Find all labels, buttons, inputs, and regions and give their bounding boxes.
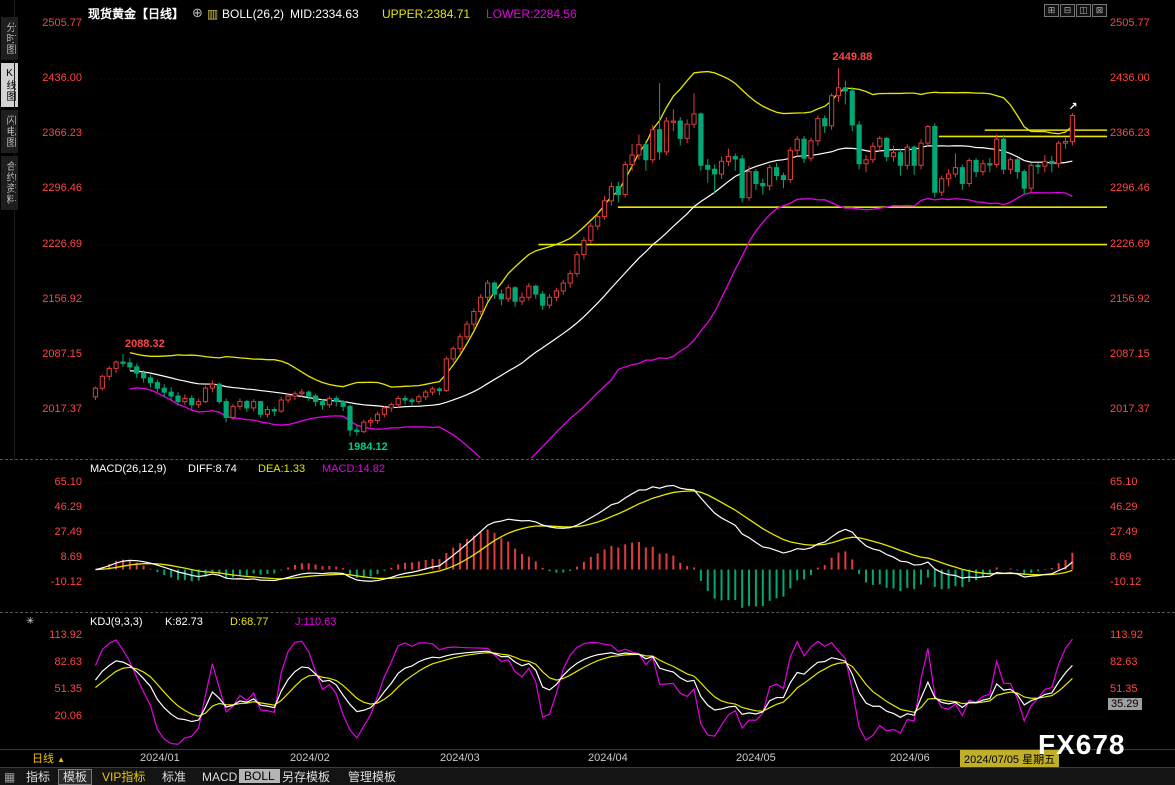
axis-label: 2087.15 <box>1110 347 1150 360</box>
layout-columns-icon[interactable]: ◫ <box>1076 4 1091 17</box>
watermark: FX678 <box>1038 729 1126 760</box>
toolbar-macd-button[interactable]: MACD <box>202 770 238 784</box>
axis-label: 2017.37 <box>42 402 82 415</box>
axis-label: 8.69 <box>60 551 82 563</box>
macd-chart[interactable] <box>88 478 1107 611</box>
layout-close-icon[interactable]: ⊠ <box>1092 4 1107 17</box>
toolbar-standard-button[interactable]: 标准 <box>162 770 187 784</box>
period-selector[interactable]: 日线 ▲ <box>32 753 65 765</box>
axis-label: 46.29 <box>1110 501 1138 513</box>
kdj-j-value: J:110.63 <box>295 616 337 628</box>
low-price-label: 1984.12 <box>348 441 388 454</box>
axis-label: 20.06 <box>54 710 82 722</box>
month-label-mar: 2024/03 <box>440 752 480 764</box>
kdj-chart[interactable] <box>88 632 1107 748</box>
axis-label: 113.92 <box>1110 629 1143 641</box>
period-arrow-icon: ▲ <box>57 755 65 764</box>
macd-title: MACD(26,12,9) <box>90 463 167 475</box>
layout-rows-icon[interactable]: ⊟ <box>1060 4 1075 17</box>
panel-divider-macd <box>0 459 1175 460</box>
toolbar-manage-template-button[interactable]: 管理模板 <box>348 770 397 784</box>
boll-lower-value: LOWER:2284.56 <box>486 7 577 21</box>
kdj-current-value-badge: 35.29 <box>1108 698 1142 710</box>
macd-value: MACD:14.82 <box>322 463 385 475</box>
main-candlestick-chart[interactable] <box>88 28 1107 458</box>
axis-label: 2366.23 <box>1110 127 1150 140</box>
toolbar-template-button[interactable]: 模板 <box>58 769 93 785</box>
axis-label: 113.92 <box>49 629 82 641</box>
panel-divider-kdj <box>0 612 1175 613</box>
layout-quad-icon[interactable]: ⊞ <box>1044 4 1059 17</box>
axis-label: 2156.92 <box>1110 292 1150 305</box>
axis-label: 2226.69 <box>1110 237 1150 250</box>
axis-label: 2436.00 <box>1110 72 1150 85</box>
bottom-toolbar: ▦ 指标 模板 VIP指标 标准 MACD BOLL 另存模板 管理模板 <box>0 767 1175 785</box>
last-price-marker: ↗ <box>1068 101 1078 114</box>
axis-label: 27.49 <box>1110 526 1138 538</box>
axis-label: 2226.69 <box>42 237 82 250</box>
sidebar-item-contract-info[interactable]: 合约资料 <box>1 156 18 210</box>
month-label-apr: 2024/04 <box>588 752 628 764</box>
peak-price-label: 2449.88 <box>832 51 873 64</box>
toolbar-menu-icon[interactable]: ▦ <box>4 770 16 784</box>
axis-label: 82.63 <box>1110 656 1138 668</box>
axis-label: 65.10 <box>1110 476 1138 488</box>
panel-divider-xaxis <box>0 749 1175 750</box>
axis-label: 2505.77 <box>1110 17 1150 29</box>
axis-label: 46.29 <box>54 501 82 513</box>
boll-upper-value: UPPER:2384.71 <box>382 7 471 21</box>
axis-label: 27.49 <box>54 526 82 538</box>
axis-label: 2296.46 <box>1110 182 1150 195</box>
axis-label: 2087.15 <box>42 347 82 360</box>
toolbar-boll-button[interactable]: BOLL <box>239 769 280 783</box>
sidebar-item-lightning-chart[interactable]: 闪电图 <box>1 110 18 153</box>
month-label-may: 2024/05 <box>736 752 776 764</box>
axis-label: 82.63 <box>54 656 82 668</box>
toolbar-vip-indicators-button[interactable]: VIP指标 <box>102 770 146 784</box>
boll-indicator-icon: ▥ <box>207 7 219 21</box>
current-date-badge: 2024/07/05 星期五 <box>960 750 1060 768</box>
boll-param-label: BOLL(26,2) <box>222 7 285 21</box>
kdj-title: KDJ(9,3,3) <box>90 616 143 628</box>
axis-label: 51.35 <box>54 682 82 695</box>
kdj-d-value: D:68.77 <box>230 616 269 628</box>
sidebar-divider <box>14 0 15 460</box>
axis-label: 2017.37 <box>1110 402 1150 415</box>
sidebar-item-candlestick-chart[interactable]: K线图 <box>1 63 18 107</box>
sidebar-item-timeline-chart[interactable]: 分时图 <box>1 17 18 60</box>
chart-mode-sidebar: 分时图 K线图 闪电图 合约资料 <box>0 0 18 460</box>
add-indicator-icon[interactable]: ⊕ <box>192 5 203 20</box>
early-high-price-label: 2088.32 <box>124 337 165 350</box>
macd-diff-value: DIFF:8.74 <box>188 463 237 475</box>
axis-label: 2296.46 <box>42 182 82 195</box>
month-label-jun: 2024/06 <box>890 752 930 764</box>
month-label-feb: 2024/02 <box>290 752 330 764</box>
kdj-star-icon[interactable]: ✳ <box>26 616 35 627</box>
kdj-k-value: K:82.73 <box>165 616 203 628</box>
axis-label: 8.69 <box>1110 551 1132 563</box>
axis-label: -10.12 <box>50 576 82 588</box>
axis-label: 2505.77 <box>42 17 82 29</box>
toolbar-save-template-button[interactable]: 另存模板 <box>282 770 331 784</box>
axis-label: 65.10 <box>54 476 82 488</box>
axis-label: 2366.23 <box>42 127 82 140</box>
axis-label: 2156.92 <box>42 292 82 305</box>
macd-dea-value: DEA:1.33 <box>258 463 306 475</box>
symbol-title[interactable]: 现货黄金【日线】 <box>88 7 185 21</box>
axis-label: -10.12 <box>1110 576 1142 588</box>
toolbar-indicators-button[interactable]: 指标 <box>26 770 51 784</box>
axis-label: 2436.00 <box>42 72 82 85</box>
axis-label: 51.35 <box>1110 682 1138 695</box>
month-label-jan: 2024/01 <box>140 752 180 764</box>
boll-mid-value: MID:2334.63 <box>290 7 359 21</box>
